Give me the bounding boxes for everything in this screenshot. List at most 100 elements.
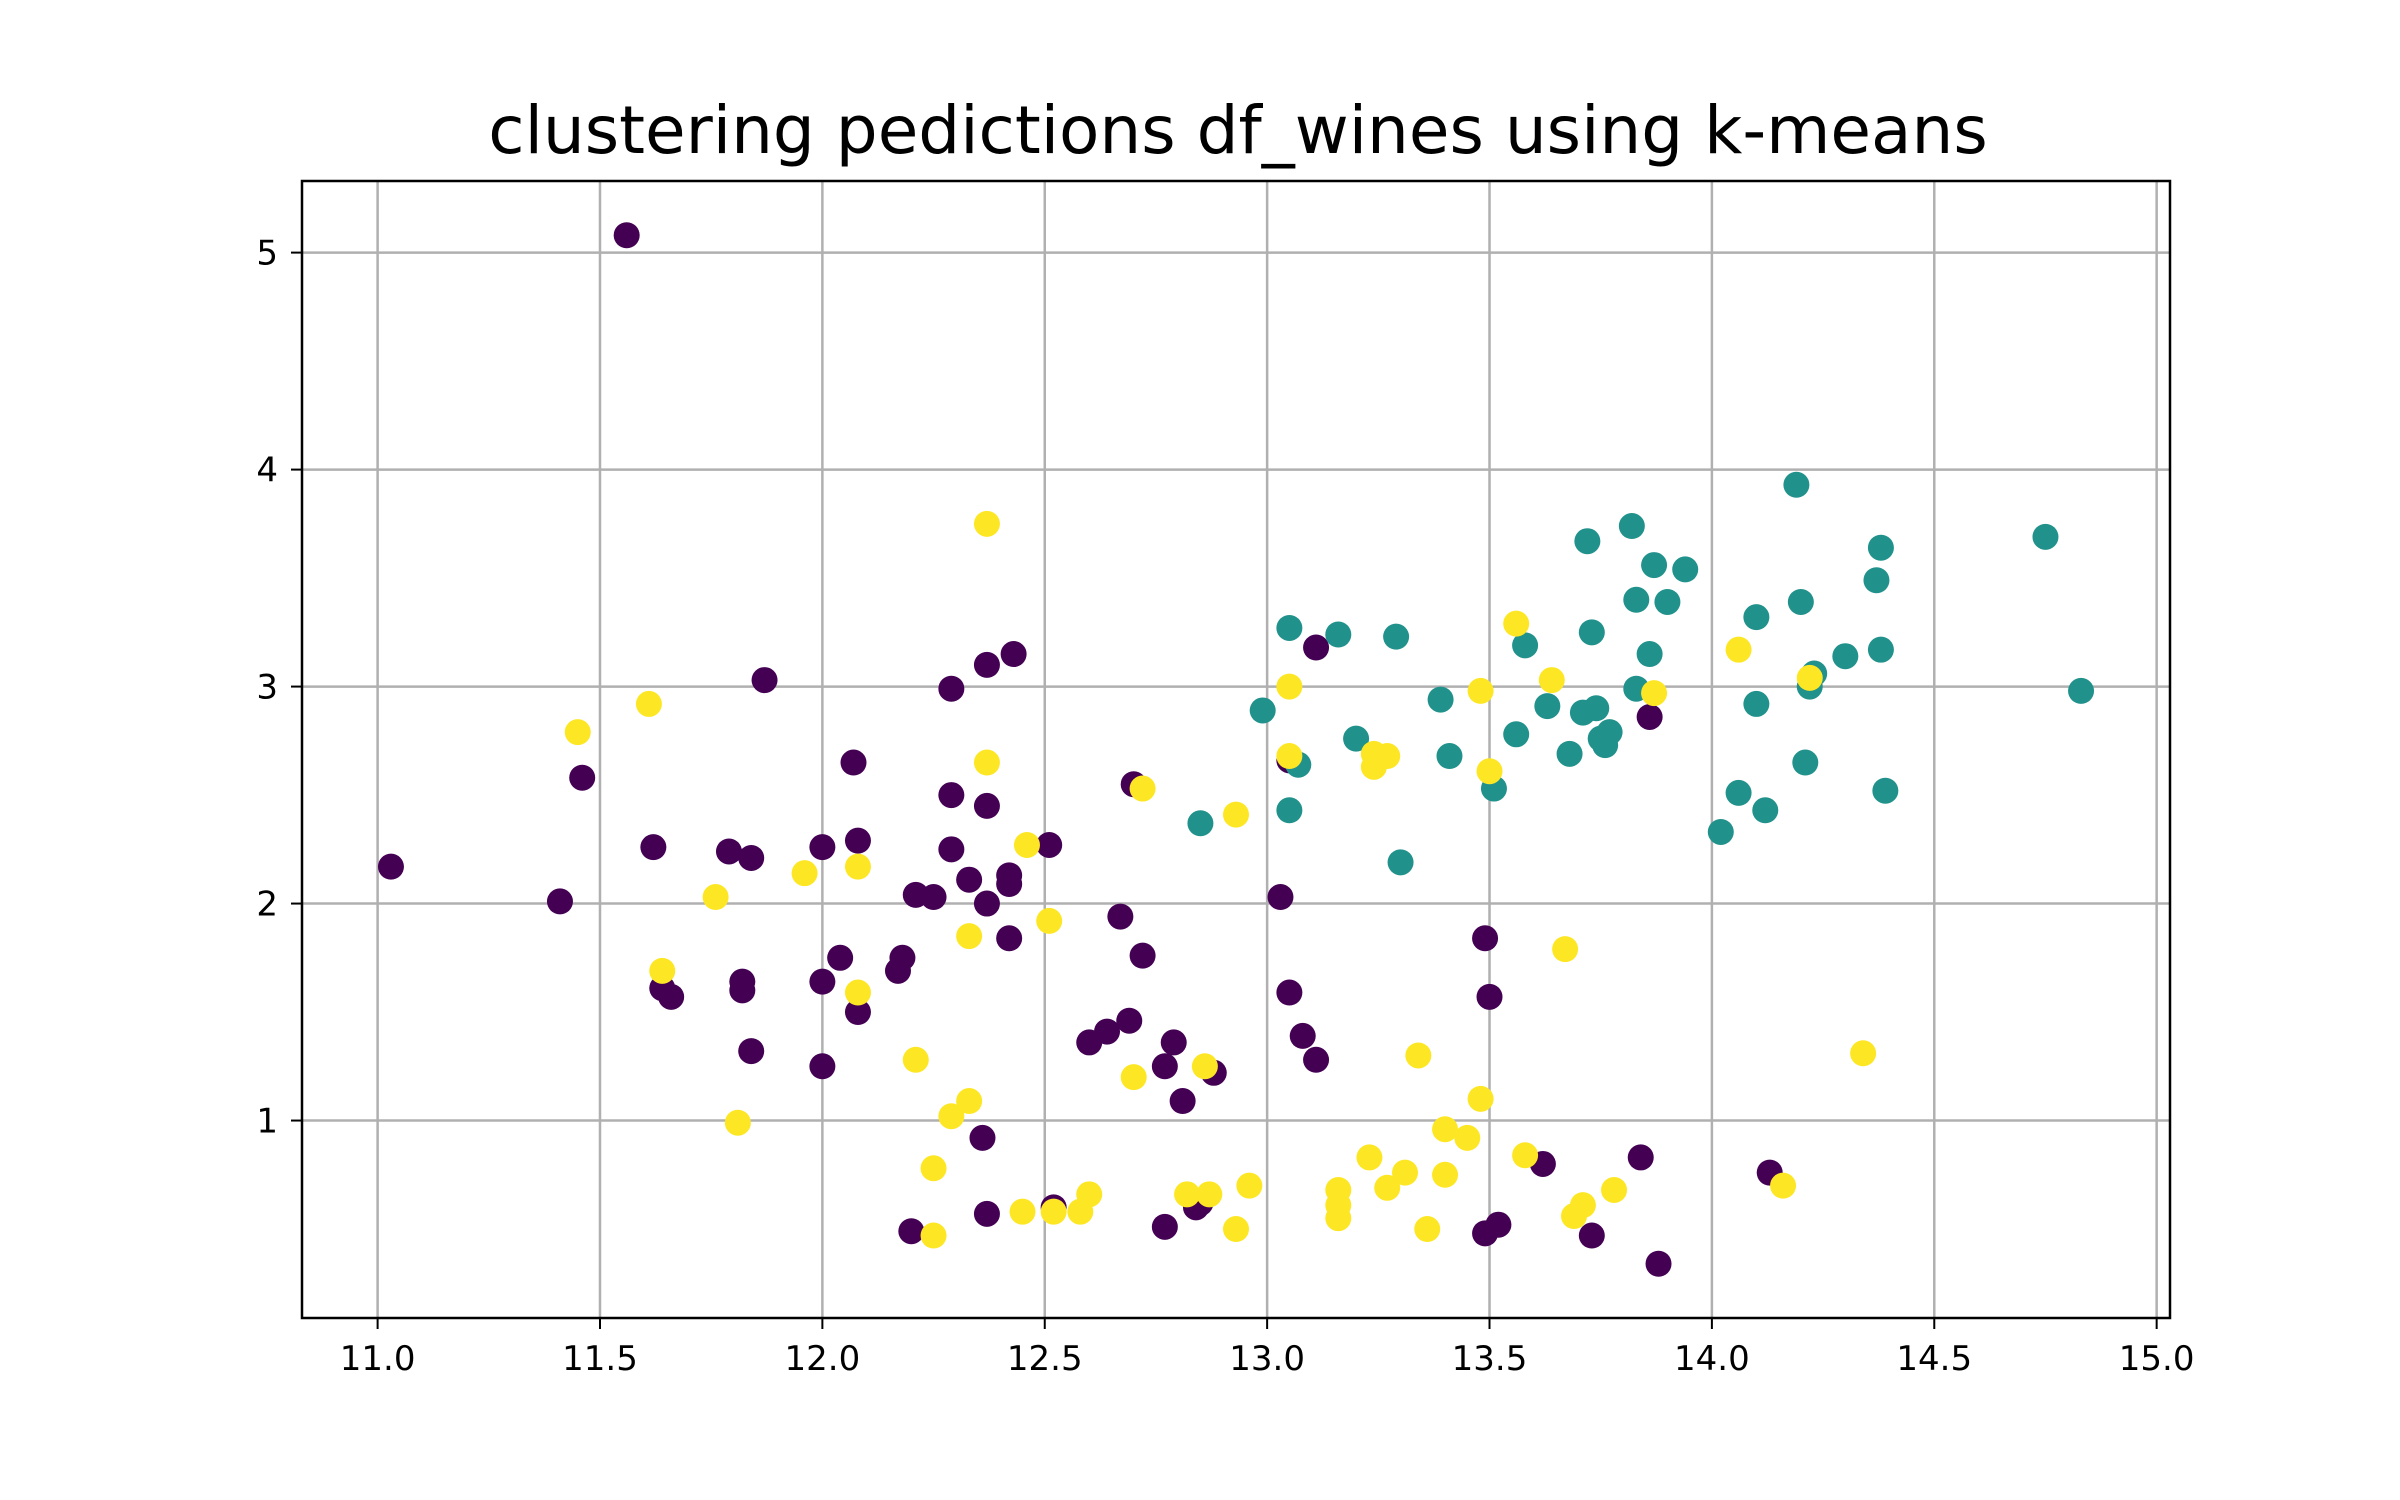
data-point bbox=[1503, 610, 1530, 637]
data-point bbox=[809, 968, 836, 995]
data-point bbox=[1120, 1064, 1147, 1091]
data-point bbox=[738, 1038, 765, 1065]
grid-lines bbox=[302, 181, 2170, 1318]
data-point bbox=[973, 792, 1000, 819]
data-point bbox=[1187, 810, 1214, 837]
x-tick-label: 15.0 bbox=[2119, 1339, 2195, 1379]
x-tick-label: 12.5 bbox=[1007, 1339, 1083, 1379]
data-point bbox=[844, 999, 871, 1026]
data-point bbox=[1303, 1046, 1330, 1073]
data-point bbox=[1325, 1205, 1352, 1232]
data-point bbox=[956, 866, 983, 893]
data-point bbox=[1503, 721, 1530, 748]
data-point bbox=[996, 871, 1023, 898]
data-point bbox=[1654, 588, 1681, 615]
data-point bbox=[1414, 1216, 1441, 1243]
data-point bbox=[1151, 1213, 1178, 1240]
data-point bbox=[1249, 697, 1276, 724]
data-point bbox=[902, 1046, 929, 1073]
data-point bbox=[1538, 667, 1565, 694]
chart-title: clustering pedictions df_wines using k-m… bbox=[488, 92, 1987, 169]
data-point bbox=[938, 675, 965, 702]
data-point bbox=[1796, 664, 1823, 691]
data-point bbox=[1743, 690, 1770, 717]
data-point bbox=[1427, 686, 1454, 713]
data-point bbox=[1725, 779, 1752, 806]
data-point bbox=[1223, 801, 1249, 828]
data-point bbox=[1374, 743, 1401, 770]
data-point bbox=[938, 1103, 965, 1130]
y-tick-label: 5 bbox=[256, 234, 278, 274]
data-point bbox=[1107, 903, 1134, 930]
data-point bbox=[1476, 758, 1503, 785]
data-point bbox=[1512, 1142, 1539, 1169]
data-point bbox=[973, 651, 1000, 678]
data-point bbox=[1392, 1159, 1419, 1186]
data-point bbox=[1405, 1042, 1432, 1069]
data-point bbox=[1636, 641, 1663, 668]
data-point bbox=[973, 510, 1000, 537]
data-point bbox=[1787, 588, 1814, 615]
data-point bbox=[658, 983, 685, 1010]
data-point bbox=[1356, 1144, 1383, 1171]
data-point bbox=[1432, 1116, 1459, 1143]
data-point bbox=[1578, 1222, 1605, 1249]
data-point bbox=[613, 222, 640, 249]
x-tick-label: 13.5 bbox=[1452, 1339, 1528, 1379]
data-point bbox=[809, 1053, 836, 1080]
data-point bbox=[1436, 743, 1463, 770]
data-point bbox=[809, 834, 836, 861]
data-point bbox=[738, 844, 765, 871]
data-point bbox=[1574, 528, 1601, 555]
data-point bbox=[1596, 719, 1623, 746]
data-point bbox=[1641, 552, 1668, 579]
data-point bbox=[1707, 818, 1734, 845]
data-point bbox=[1169, 1088, 1196, 1115]
data-point bbox=[1556, 740, 1583, 767]
data-point bbox=[973, 890, 1000, 917]
data-point bbox=[1094, 1018, 1121, 1045]
data-point bbox=[1792, 749, 1819, 776]
x-axis: 11.0 11.5 12.0 12.5 13.0 13.5 14.0 14.5 15.0 bbox=[340, 1318, 2195, 1379]
data-point bbox=[1236, 1172, 1263, 1199]
data-point bbox=[844, 979, 871, 1006]
data-point bbox=[1672, 556, 1699, 583]
x-tick-label: 14.0 bbox=[1674, 1339, 1750, 1379]
data-point bbox=[1867, 636, 1894, 663]
data-point bbox=[1583, 695, 1610, 722]
x-tick-label: 11.5 bbox=[562, 1339, 638, 1379]
data-point bbox=[635, 690, 662, 717]
y-axis: 1 2 3 4 5 bbox=[256, 234, 302, 1142]
data-point bbox=[1276, 743, 1303, 770]
x-tick-label: 11.0 bbox=[340, 1339, 416, 1379]
cluster-1-points bbox=[1187, 471, 2095, 876]
data-point bbox=[1432, 1161, 1459, 1188]
data-point bbox=[1485, 1211, 1512, 1238]
data-point bbox=[1454, 1124, 1481, 1151]
data-point bbox=[1623, 586, 1650, 613]
data-point bbox=[1303, 634, 1330, 661]
data-point bbox=[1267, 884, 1294, 911]
data-point bbox=[702, 884, 729, 911]
data-point bbox=[1641, 680, 1668, 707]
data-point bbox=[844, 827, 871, 854]
data-point bbox=[1036, 907, 1063, 934]
data-point bbox=[1534, 693, 1561, 720]
data-point bbox=[2068, 677, 2095, 704]
data-point bbox=[1276, 614, 1303, 641]
data-point bbox=[920, 884, 947, 911]
data-point bbox=[1472, 925, 1499, 952]
data-point bbox=[1036, 831, 1063, 858]
data-point bbox=[1601, 1176, 1628, 1203]
data-point bbox=[1832, 643, 1859, 670]
data-point bbox=[1645, 1250, 1672, 1277]
data-point bbox=[1467, 1085, 1494, 1112]
data-point bbox=[1743, 604, 1770, 631]
data-point bbox=[1276, 979, 1303, 1006]
data-point bbox=[1151, 1053, 1178, 1080]
data-point bbox=[1325, 621, 1352, 648]
x-tick-label: 13.0 bbox=[1229, 1339, 1305, 1379]
data-point bbox=[1040, 1198, 1067, 1225]
